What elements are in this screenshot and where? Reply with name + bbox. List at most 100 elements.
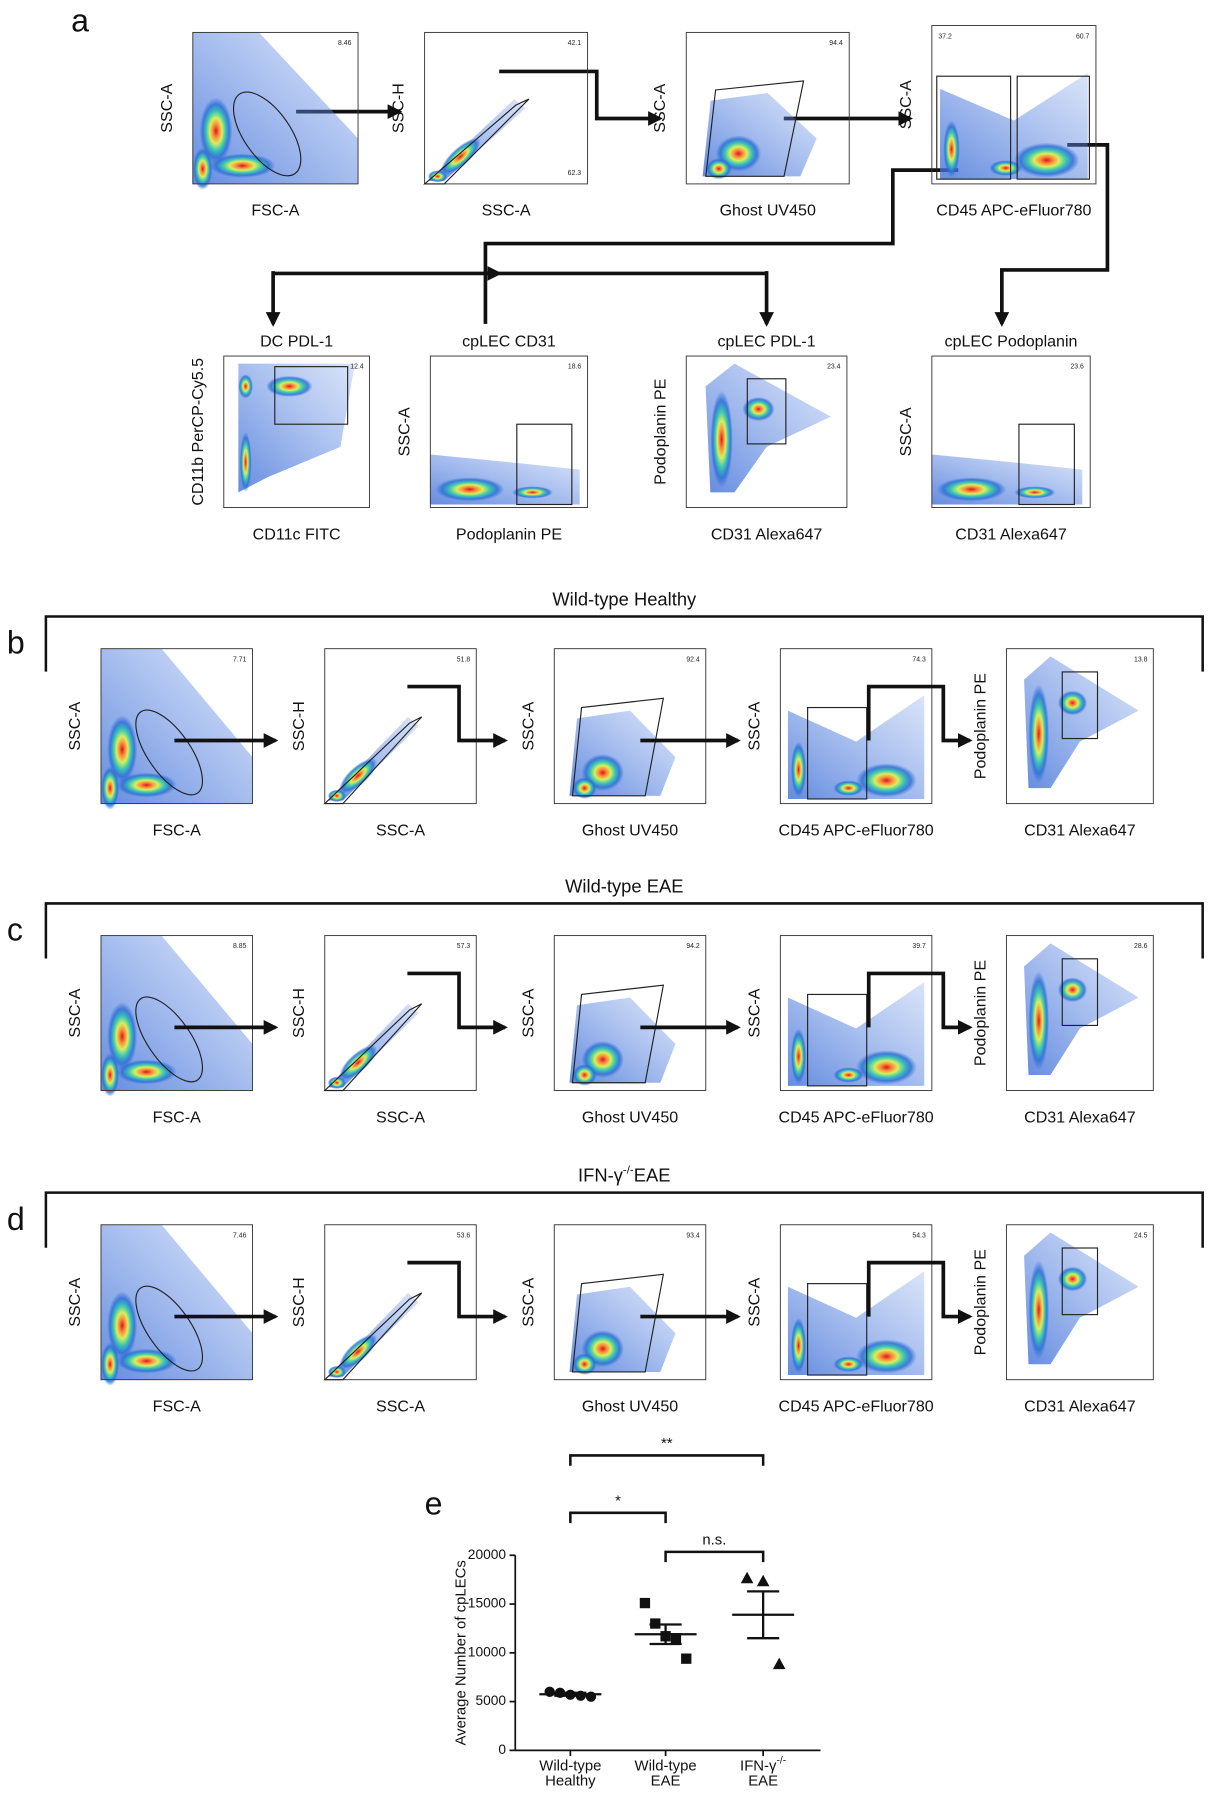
gate-percentage: 13.8 — [1134, 656, 1148, 663]
x-axis-label: CD31 Alexa647 — [955, 525, 1067, 543]
gate-percentage: 93.4 — [686, 1232, 700, 1239]
arrow — [499, 69, 663, 126]
arrow — [994, 143, 1110, 327]
y-tick-label: 5000 — [475, 1693, 506, 1708]
y-axis-label: SSC-A — [651, 83, 669, 132]
flow-plot: 7.71 FSC-A SSC-A — [66, 648, 253, 839]
gate — [323, 1292, 423, 1381]
x-axis-label: CD45 APC-eFluor780 — [936, 202, 1091, 220]
plot-title: DC PDL-1 — [260, 333, 333, 351]
density-blob — [833, 1356, 864, 1372]
x-axis-label: CD45 APC-eFluor780 — [778, 1397, 933, 1415]
gate-percentage: 54.3 — [912, 1232, 926, 1239]
gate — [1061, 1247, 1099, 1316]
flow-plot: 23.4 CD31 Alexa647 Podoplanin PE cpLEC PDL-… — [651, 333, 848, 543]
data-point — [756, 1574, 770, 1587]
gate-percentage: 23.6 — [1070, 363, 1084, 370]
gate — [807, 1283, 868, 1376]
density-blob — [116, 1348, 177, 1374]
plot-frame — [779, 648, 933, 805]
gate — [1061, 671, 1099, 740]
density-blob — [705, 158, 732, 180]
row-title-superscript: -/- — [623, 1165, 634, 1177]
gate-percentage: 62.3 — [568, 170, 582, 177]
data-point — [585, 1691, 597, 1702]
y-axis-label: SSC-A — [519, 988, 537, 1037]
y-axis-label: SSC-A — [66, 988, 84, 1037]
gate-percentage: 28.6 — [1134, 943, 1148, 950]
gate-percentage: 7.71 — [233, 656, 247, 663]
x-axis-label: CD31 Alexa647 — [1024, 1108, 1136, 1126]
density-blob — [790, 1317, 807, 1374]
density-blob — [1057, 977, 1088, 1003]
x-axis-label: CD45 APC-eFluor780 — [778, 821, 933, 839]
row-title-text: Wild-type Healthy — [552, 588, 697, 609]
row-title-text: IFN-γ — [578, 1164, 624, 1185]
gate — [232, 91, 302, 177]
y-axis-label: SSC-H — [290, 1277, 308, 1327]
density-blob — [1013, 142, 1080, 178]
y-axis-label: SSC-A — [897, 80, 915, 129]
y-axis-label: SSC-A — [158, 83, 176, 132]
y-tick-label: 10000 — [468, 1644, 507, 1659]
y-axis-label: SSC-A — [395, 407, 413, 456]
density-blob — [1028, 971, 1050, 1071]
flow-plot: 24.5 CD31 Alexa647 Podoplanin PE — [971, 1224, 1154, 1415]
arrow — [407, 684, 508, 748]
x-axis-label: SSC-A — [376, 1108, 425, 1126]
x-axis-label: Podoplanin PE — [456, 525, 562, 543]
gate-percentage: 8.46 — [338, 40, 352, 47]
x-axis-label: CD31 Alexa647 — [1024, 1397, 1136, 1415]
x-tick-label: EAE — [651, 1773, 681, 1789]
gate-percentage: 94.2 — [686, 943, 700, 950]
y-axis-label: SSC-A — [897, 407, 915, 456]
density-blob — [327, 1365, 346, 1379]
density-blob — [116, 772, 177, 798]
gate-percentage: 60.7 — [1076, 33, 1090, 40]
x-axis-label: SSC-A — [376, 821, 425, 839]
plot-frame — [779, 1224, 933, 1381]
density-blob — [440, 137, 481, 176]
flow-plot: 74.3 CD45 APC-eFluor780 SSC-A — [745, 648, 934, 839]
plot-frame — [1005, 935, 1154, 1091]
plot-frame — [100, 1224, 253, 1381]
density-blob — [856, 1339, 917, 1374]
flow-plot: 94.4 Ghost UV450 SSC-A — [651, 31, 850, 220]
x-tick-label: Wild-type — [539, 1758, 601, 1774]
y-axis-label: Average Number of cpLECs — [453, 1560, 469, 1745]
x-tick-label-text: Healthy — [545, 1773, 596, 1789]
plot-frame — [100, 935, 253, 1091]
flow-plot: 8.85 FSC-A SSC-A — [66, 935, 253, 1126]
gate — [571, 1273, 665, 1373]
density-blob — [239, 431, 252, 493]
density-blob — [1057, 1266, 1088, 1292]
flow-plot: 28.6 CD31 Alexa647 Podoplanin PE — [971, 935, 1154, 1126]
plot-frame — [779, 935, 933, 1091]
event-cloud — [1024, 656, 1139, 789]
plot-frame — [223, 355, 370, 508]
x-axis-label: CD31 Alexa647 — [1024, 821, 1136, 839]
arrow — [273, 168, 959, 276]
plot-frame — [685, 31, 850, 185]
density-blob — [116, 1059, 177, 1085]
flow-plot: 7.46 FSC-A SSC-A — [66, 1224, 253, 1415]
gate-percentage: 37.2 — [938, 33, 952, 40]
y-axis-label: SSC-A — [745, 988, 763, 1037]
x-axis-label: FSC-A — [251, 202, 299, 220]
gate — [571, 697, 665, 797]
plot-frame — [324, 1224, 477, 1381]
plot-frame — [324, 935, 477, 1091]
x-tick-label: Wild-type — [635, 1758, 697, 1774]
density-blob — [572, 777, 597, 799]
y-axis-label: Podoplanin PE — [651, 378, 669, 484]
density-blob — [1028, 1260, 1050, 1360]
plot-frame — [1005, 1224, 1154, 1381]
flow-plot: 42.1 62.3 SSC-A SSC-H — [390, 31, 589, 220]
gate — [1061, 958, 1099, 1027]
row-title: Wild-type EAE — [565, 875, 683, 896]
data-point — [740, 1571, 754, 1584]
density-blob — [790, 741, 807, 798]
plot-frame — [931, 355, 1091, 508]
significance-label: * — [615, 1493, 621, 1509]
flow-plot: 12.4 CD11c FITC CD11b PerCP-Cy5.5 DC PDL-1 — [189, 333, 370, 543]
